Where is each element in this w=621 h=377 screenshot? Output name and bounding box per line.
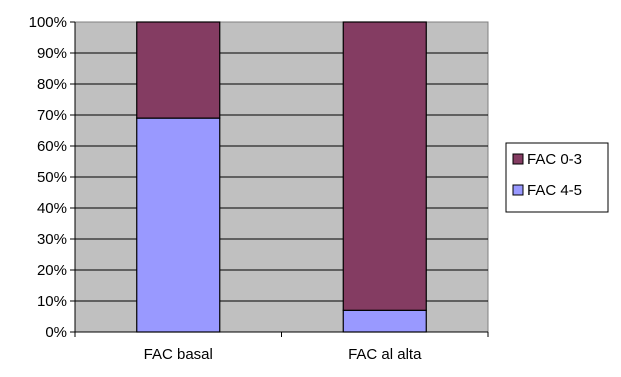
legend-swatch [512, 184, 524, 196]
bars [136, 21, 427, 333]
bar-segment [342, 21, 427, 311]
y-tick-label: 30% [37, 231, 67, 248]
y-tick-label: 80% [37, 76, 67, 93]
y-tick-label: 10% [37, 293, 67, 310]
legend-label: FAC 0-3 [527, 151, 582, 168]
legend-swatch [512, 153, 524, 165]
y-tick-label: 100% [29, 14, 67, 31]
bar-segment [342, 309, 427, 333]
y-tick-label: 50% [37, 169, 67, 186]
x-tick-label: FAC al alta [348, 346, 422, 363]
legend: FAC 0-3 FAC 4-5 [505, 142, 609, 213]
y-tick-label: 60% [37, 138, 67, 155]
y-tick-label: 70% [37, 107, 67, 124]
y-tick-label: 0% [45, 324, 67, 341]
y-tick-label: 40% [37, 200, 67, 217]
x-tick-label: FAC basal [144, 346, 213, 363]
bar-segment [136, 117, 221, 333]
y-tick-label: 20% [37, 262, 67, 279]
bar-segment [136, 21, 221, 119]
axes: 0% 10% 20% 30% 40% 50% 60% 70% 80% 90% 100% FAC bas… [29, 14, 489, 363]
y-tick-label: 90% [37, 45, 67, 62]
legend-label: FAC 4-5 [527, 182, 582, 199]
